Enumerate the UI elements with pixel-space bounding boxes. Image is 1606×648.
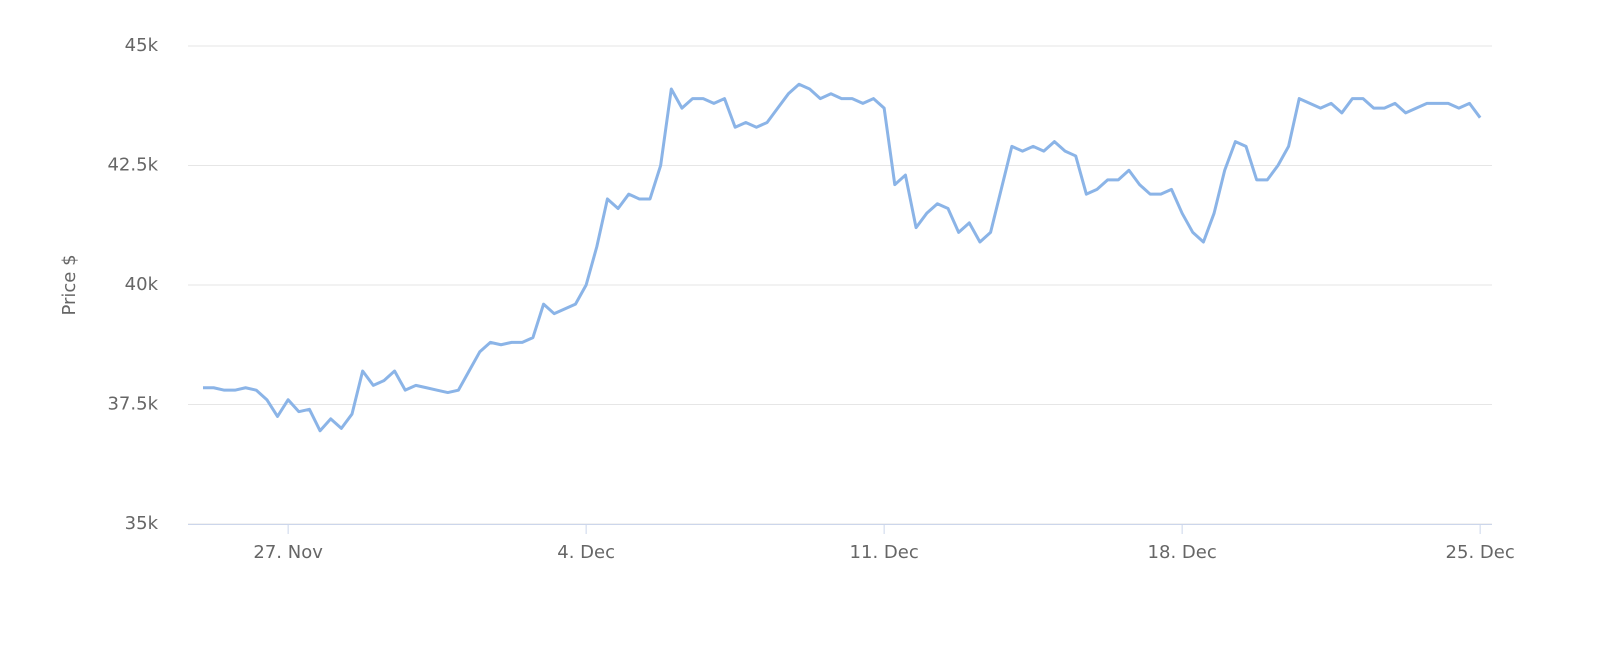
y-tick-label: 42.5k	[107, 155, 158, 176]
y-tick-label: 35k	[125, 513, 159, 534]
x-tick-label: 11. Dec	[850, 542, 919, 563]
y-tick-label: 40k	[125, 274, 159, 295]
x-tick-label: 4. Dec	[557, 542, 615, 563]
price-line	[203, 82, 1482, 433]
y-tick-label: 37.5k	[107, 394, 158, 415]
y-axis-title: Price $	[59, 254, 80, 315]
x-tick-label: 25. Dec	[1446, 542, 1515, 563]
x-tick-label: 27. Nov	[253, 542, 323, 563]
y-tick-label: 45k	[125, 35, 159, 56]
x-tick-label: 18. Dec	[1148, 542, 1217, 563]
